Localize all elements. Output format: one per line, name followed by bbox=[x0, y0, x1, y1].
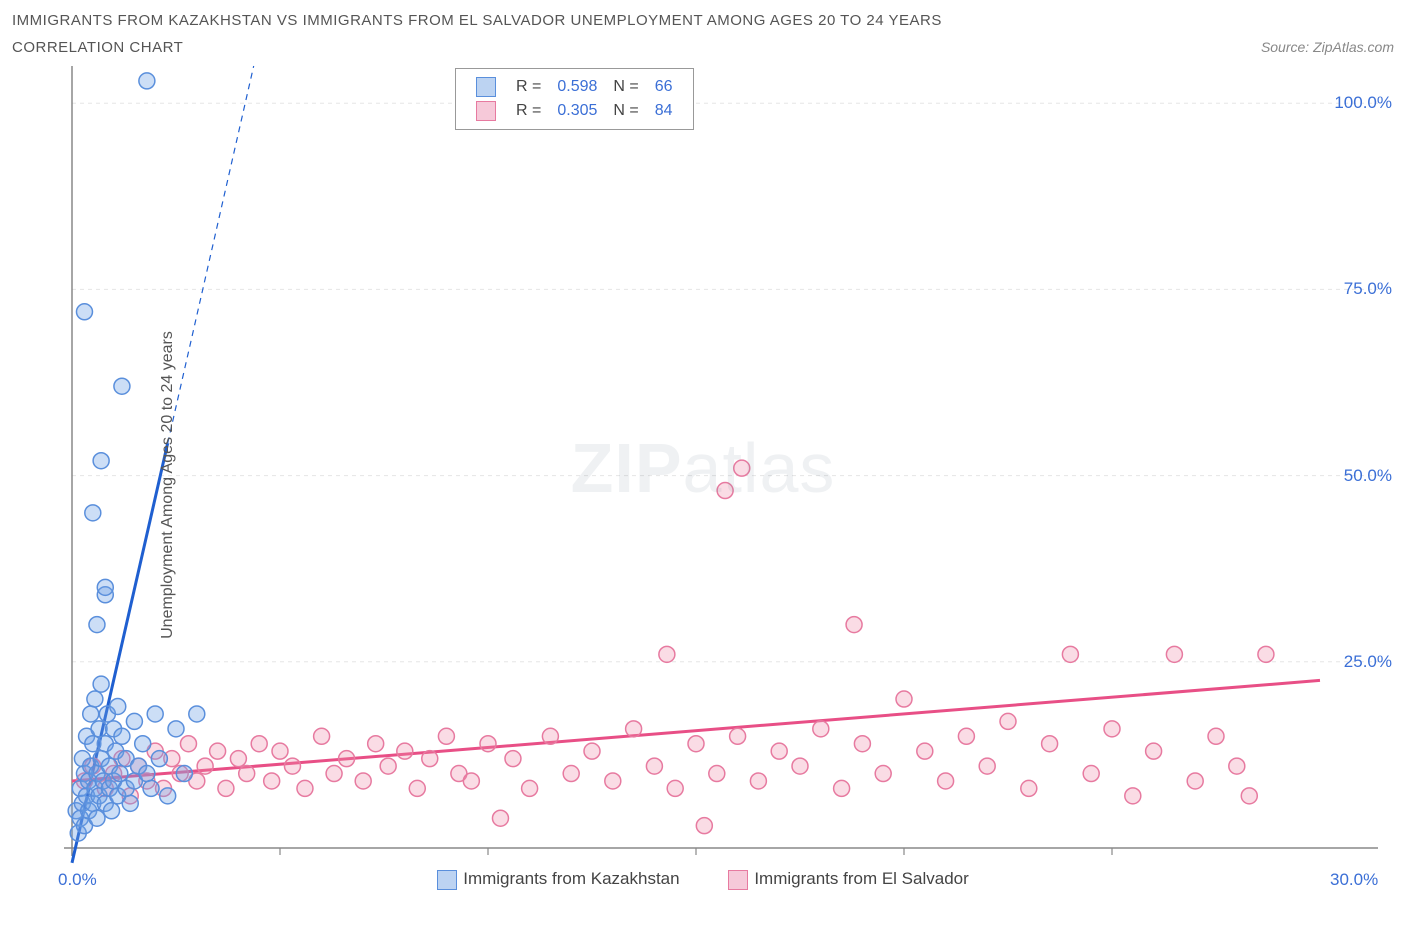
legend-row-series-0: R = 0.598 N = 66 bbox=[468, 75, 681, 99]
scatter-plot-svg bbox=[10, 60, 1396, 910]
chart-subtitle: CORRELATION CHART bbox=[12, 39, 183, 56]
series-legend: Immigrants from Kazakhstan Immigrants fr… bbox=[10, 869, 1396, 890]
series-label-0: Immigrants from Kazakhstan bbox=[463, 869, 679, 888]
x-tick-label-min: 0.0% bbox=[58, 870, 97, 890]
legend-row-series-1: R = 0.305 N = 84 bbox=[468, 99, 681, 123]
series-swatch-1 bbox=[728, 870, 748, 890]
y-tick-label: 100.0% bbox=[1334, 93, 1392, 113]
subtitle-row: CORRELATION CHART Source: ZipAtlas.com bbox=[12, 39, 1394, 56]
legend-R-label: R = bbox=[508, 99, 549, 123]
series-swatch-0 bbox=[437, 870, 457, 890]
series-legend-item-1: Immigrants from El Salvador bbox=[728, 869, 968, 888]
chart-area: Unemployment Among Ages 20 to 24 years Z… bbox=[10, 60, 1396, 910]
series-label-1: Immigrants from El Salvador bbox=[754, 869, 968, 888]
legend-R-value-1: 0.305 bbox=[549, 99, 605, 123]
legend-R-value-0: 0.598 bbox=[549, 75, 605, 99]
legend-swatch-1 bbox=[476, 101, 496, 121]
y-axis-label: Unemployment Among Ages 20 to 24 years bbox=[159, 331, 177, 639]
y-tick-label: 50.0% bbox=[1344, 466, 1392, 486]
legend-N-label: N = bbox=[605, 75, 646, 99]
source-attribution: Source: ZipAtlas.com bbox=[1261, 39, 1394, 55]
series-legend-item-0: Immigrants from Kazakhstan bbox=[437, 869, 684, 888]
legend-N-label: N = bbox=[605, 99, 646, 123]
y-tick-label: 25.0% bbox=[1344, 652, 1392, 672]
x-tick-label-max: 30.0% bbox=[1330, 870, 1378, 890]
legend-R-label: R = bbox=[508, 75, 549, 99]
legend-N-value-0: 66 bbox=[647, 75, 681, 99]
y-tick-label: 75.0% bbox=[1344, 279, 1392, 299]
chart-title: IMMIGRANTS FROM KAZAKHSTAN VS IMMIGRANTS… bbox=[12, 12, 1396, 29]
legend-N-value-1: 84 bbox=[647, 99, 681, 123]
legend-swatch-0 bbox=[476, 77, 496, 97]
correlation-legend: R = 0.598 N = 66 R = 0.305 N = 84 bbox=[455, 68, 694, 130]
